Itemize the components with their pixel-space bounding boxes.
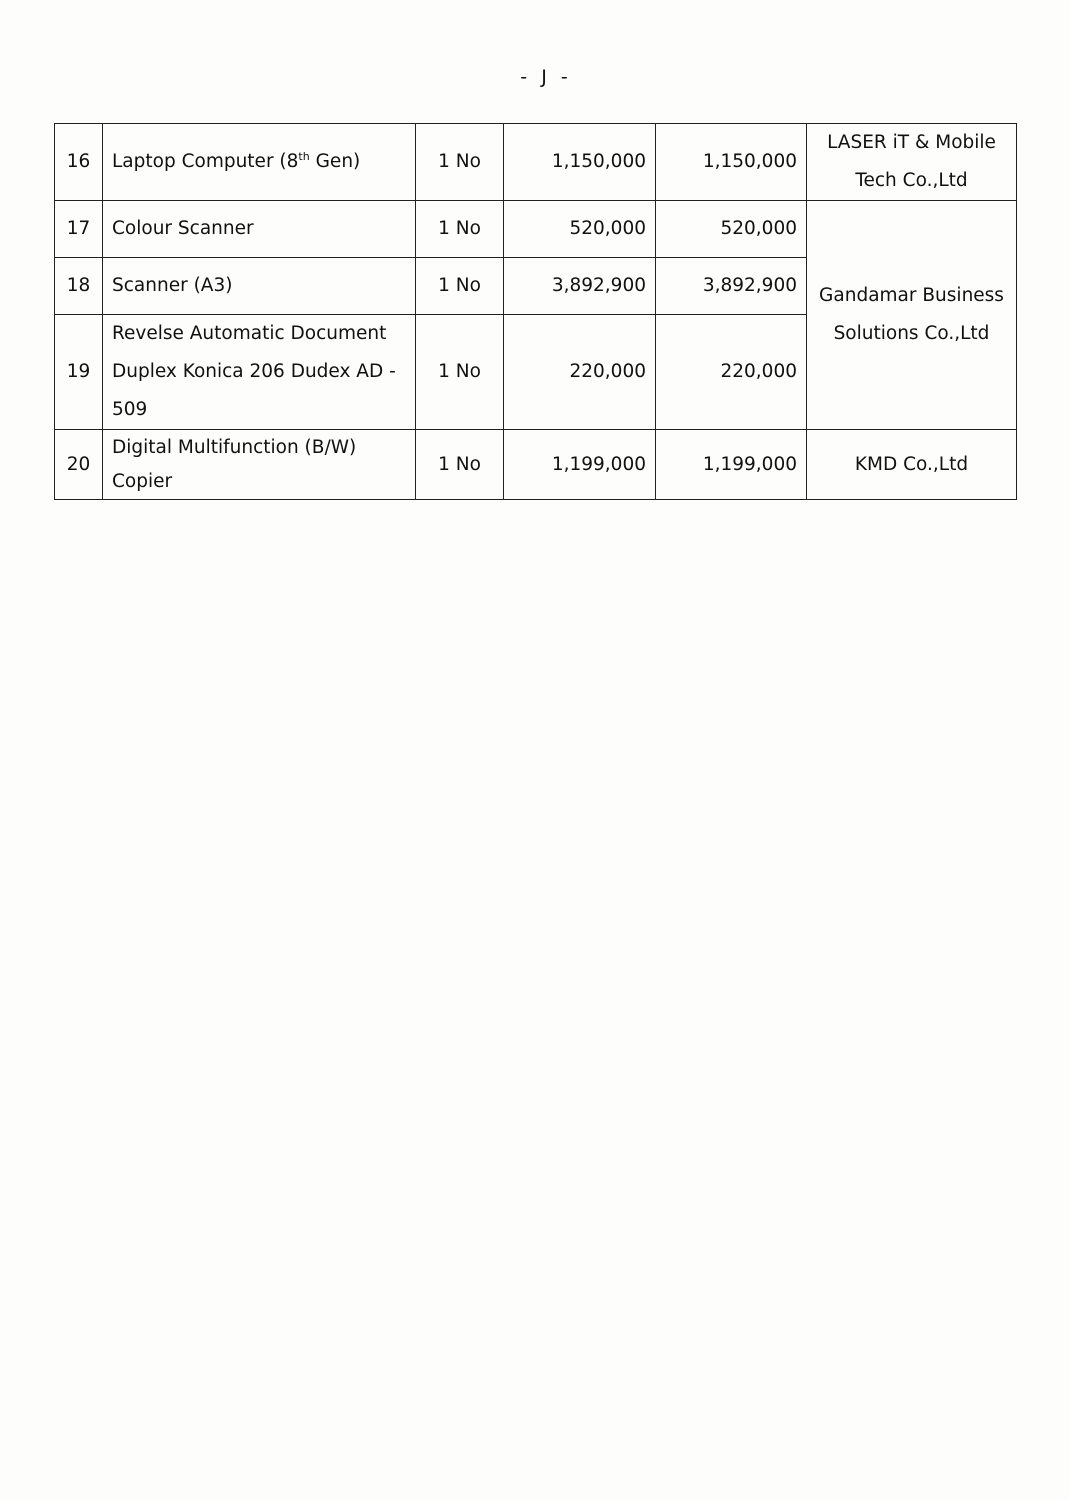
item-total: 1,199,000	[655, 429, 807, 500]
item-description: Laptop Computer (8th Gen)	[102, 123, 416, 201]
item-unit-price: 3,892,900	[503, 257, 656, 315]
item-total: 1,150,000	[655, 123, 807, 201]
item-quantity: 1 No	[415, 257, 504, 315]
item-quantity: 1 No	[415, 314, 504, 430]
item-total: 3,892,900	[655, 257, 807, 315]
item-unit-price: 520,000	[503, 200, 656, 258]
item-unit-price: 1,199,000	[503, 429, 656, 500]
item-description: Scanner (A3)	[102, 257, 416, 315]
table-row: 17 Colour Scanner 1 No 520,000 520,000 G…	[54, 200, 1017, 430]
description-text: Laptop Computer (8	[112, 151, 299, 172]
item-number: 19	[54, 314, 103, 430]
item-description: Digital Multifunction (B/W) Copier	[102, 429, 416, 500]
item-total: 220,000	[655, 314, 807, 430]
page-marker: - J -	[520, 66, 572, 88]
items-table: 16 Laptop Computer (8th Gen) 1 No 1,150,…	[54, 123, 1017, 500]
item-number: 17	[54, 200, 103, 258]
item-quantity: 1 No	[415, 429, 504, 500]
table-row: 18 Scanner (A3) 1 No 3,892,900 3,892,900	[54, 257, 1017, 315]
table-row: 19 Revelse Automatic Document Duplex Kon…	[54, 314, 1017, 430]
description-superscript: th	[298, 149, 310, 163]
item-description: Colour Scanner	[102, 200, 416, 258]
item-unit-price: 1,150,000	[503, 123, 656, 201]
item-supplier: KMD Co.,Ltd	[806, 429, 1017, 500]
item-number: 20	[54, 429, 103, 500]
description-text: Gen)	[309, 151, 361, 172]
item-total: 520,000	[655, 200, 807, 258]
item-unit-price: 220,000	[503, 314, 656, 430]
table-row: 20 Digital Multifunction (B/W) Copier 1 …	[54, 429, 1017, 500]
item-number: 18	[54, 257, 103, 315]
item-supplier: LASER iT & Mobile Tech Co.,Ltd	[806, 123, 1017, 201]
item-number: 16	[54, 123, 103, 201]
item-description: Revelse Automatic Document Duplex Konica…	[102, 314, 416, 430]
item-supplier: Gandamar Business Solutions Co.,Ltd	[806, 200, 1017, 430]
table-row: 16 Laptop Computer (8th Gen) 1 No 1,150,…	[54, 123, 1017, 201]
item-quantity: 1 No	[415, 200, 504, 258]
item-quantity: 1 No	[415, 123, 504, 201]
